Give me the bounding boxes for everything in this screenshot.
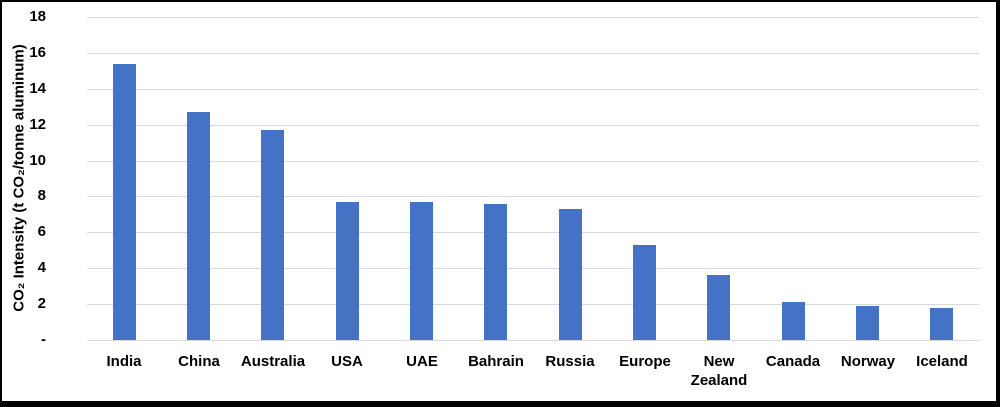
y-tick-label-16: 16	[29, 44, 46, 61]
y-tick-label-14: 14	[29, 80, 46, 97]
gridline-y-16	[87, 53, 979, 54]
gridline-y-14	[87, 89, 979, 90]
bar-uae	[410, 202, 433, 340]
y-tick-label-4: 4	[37, 259, 46, 276]
x-label-russia: Russia	[545, 353, 595, 370]
x-label-china: China	[178, 353, 220, 370]
bar-usa	[336, 202, 359, 340]
x-label-europe: Europe	[619, 353, 671, 370]
y-tick-label-6: 6	[37, 223, 46, 240]
gridline-y-12	[87, 125, 979, 126]
bar-new-zealand	[707, 275, 730, 340]
gridline-y-10	[87, 161, 979, 162]
x-label-iceland: Iceland	[916, 353, 968, 370]
x-label-bahrain: Bahrain	[468, 353, 524, 370]
y-tick-label-2: 2	[37, 295, 46, 312]
y-tick-label-10: 10	[29, 152, 46, 169]
x-label-australia: Australia	[240, 353, 306, 370]
gridline-y-4	[87, 268, 979, 269]
gridline-y-0	[87, 340, 979, 341]
x-label-uae: UAE	[406, 353, 438, 370]
gridline-y-6	[87, 232, 979, 233]
bar-iceland	[930, 308, 953, 340]
gridline-y-2	[87, 304, 979, 305]
x-label-norway: Norway	[840, 353, 896, 370]
bar-china	[187, 112, 210, 340]
bar-australia	[261, 130, 284, 340]
bar-europe	[633, 245, 656, 340]
x-label-india: India	[106, 353, 142, 370]
bar-norway	[856, 306, 879, 340]
bar-india	[113, 64, 136, 340]
x-label-new-zealand: New Zealand	[690, 353, 748, 389]
y-tick-label-8: 8	[37, 187, 46, 204]
gridline-y-8	[87, 196, 979, 197]
bar-canada	[782, 302, 805, 340]
y-tick-label-18: 18	[29, 8, 46, 25]
bar-bahrain	[484, 204, 507, 340]
gridline-y-18	[87, 17, 979, 18]
bar-russia	[559, 209, 582, 340]
x-label-canada: Canada	[765, 353, 821, 370]
y-tick-label-12: 12	[29, 116, 46, 133]
x-label-usa: USA	[331, 353, 363, 370]
y-tick-label-0: -	[41, 331, 46, 348]
